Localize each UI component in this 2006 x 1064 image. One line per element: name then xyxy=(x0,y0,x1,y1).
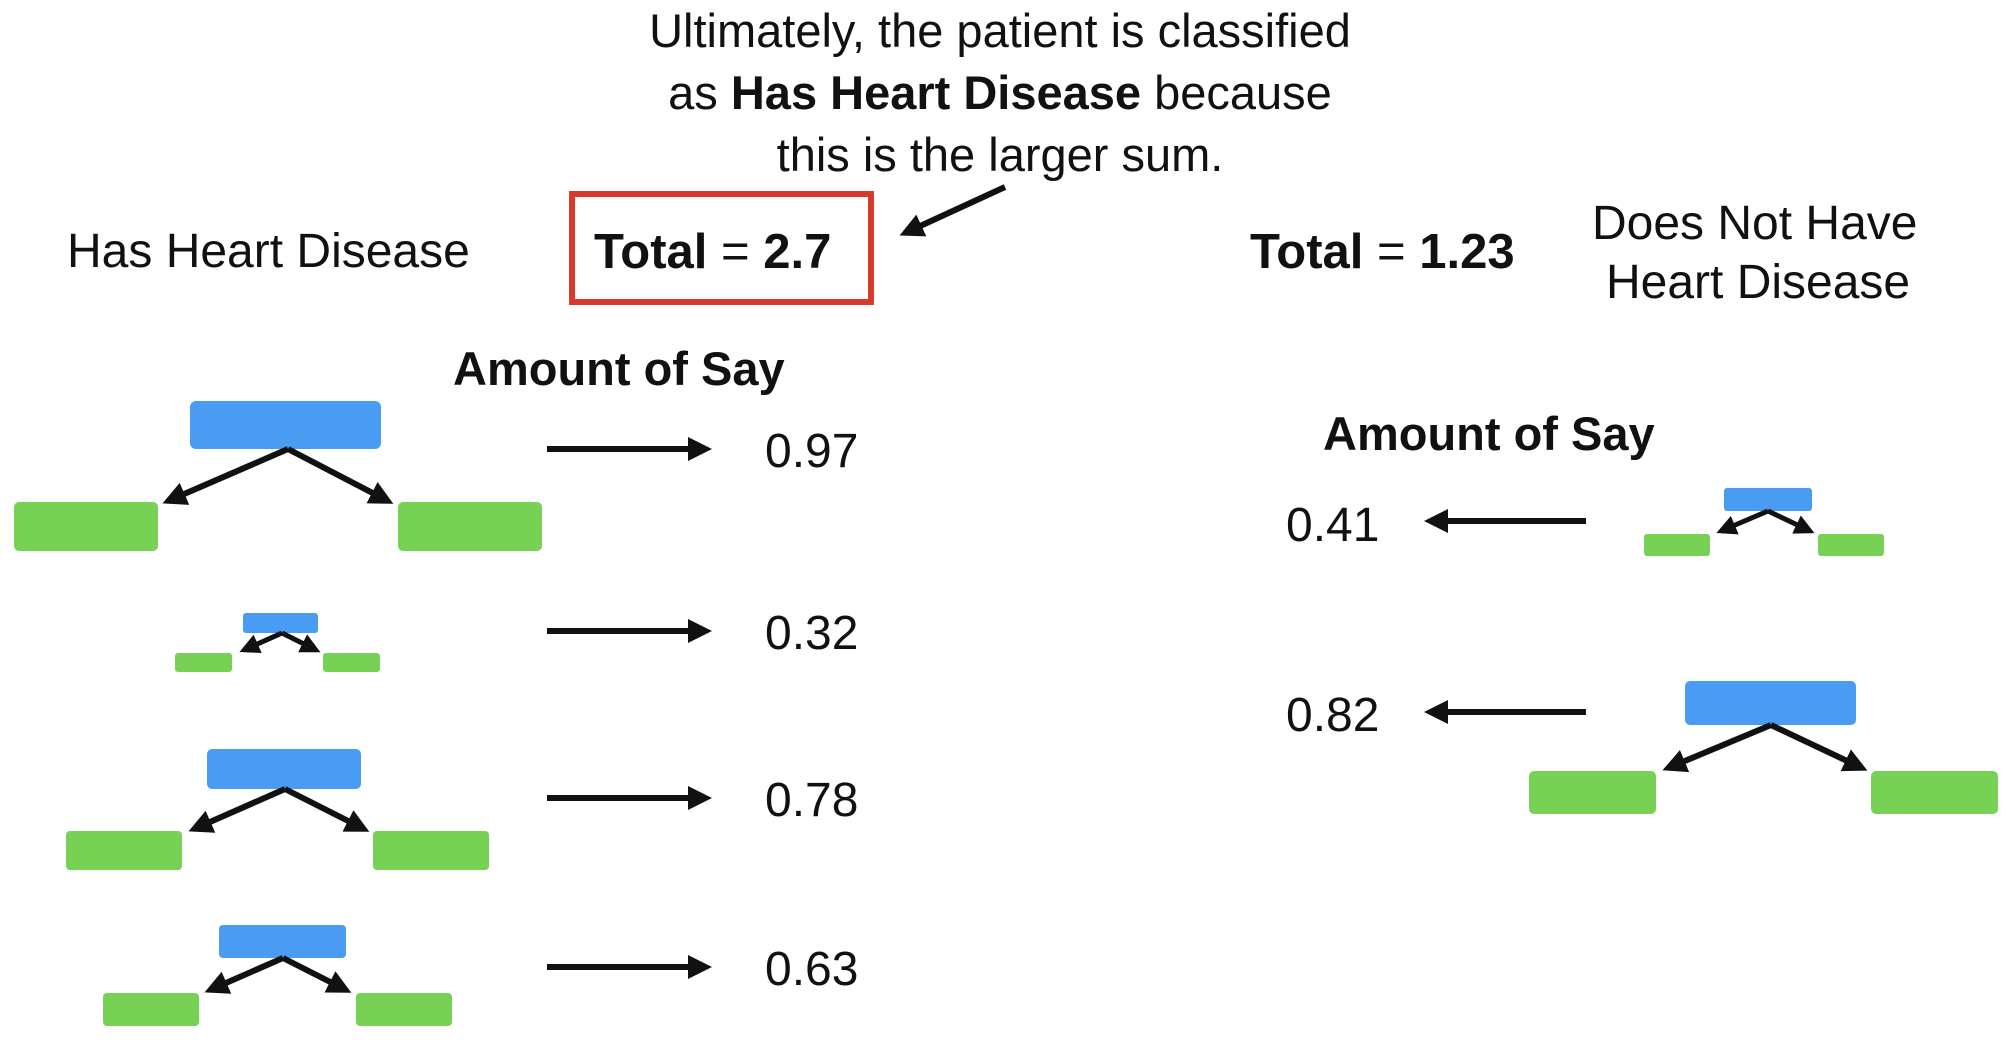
left-branch-arrow xyxy=(204,955,285,994)
left-branch-arrow xyxy=(239,630,284,654)
caption-line-2: as Has Heart Disease because xyxy=(668,66,1332,119)
root-node xyxy=(219,925,346,958)
right-branch-arrow xyxy=(286,446,394,504)
right-leaf-node xyxy=(398,502,542,551)
right-stump-2 xyxy=(1529,681,1998,814)
caption: Ultimately, the patient is classified as… xyxy=(500,0,1500,186)
right-branch-arrow xyxy=(1766,508,1815,534)
root-node xyxy=(1685,681,1856,725)
left-branch-arrow xyxy=(1662,722,1773,773)
right-class-label-line-1: Does Not Have xyxy=(1592,197,1918,250)
right-leaf-node xyxy=(323,653,380,672)
left-branch-arrow xyxy=(162,446,290,505)
right-leaf-node xyxy=(356,993,452,1026)
right-amount-heading: Amount of Say xyxy=(1323,407,1655,460)
left-leaf-node xyxy=(1529,771,1656,814)
right-leaf-node xyxy=(1818,534,1884,556)
right-stump-1 xyxy=(1644,488,1884,556)
right-class-label-line-2: Heart Disease xyxy=(1606,256,1911,309)
right-leaf-node xyxy=(1871,771,1998,814)
left-stump-2 xyxy=(175,613,380,672)
root-node xyxy=(190,401,381,449)
left-leaf-node xyxy=(14,502,158,551)
left-say-value-1: 0.97 xyxy=(765,425,859,478)
right-total: Total = 1.23 xyxy=(1250,225,1515,279)
right-total-value: 1.23 xyxy=(1419,225,1515,279)
left-leaf-node xyxy=(1644,534,1710,556)
left-say-value-3: 0.78 xyxy=(765,774,859,827)
right-say-value-1: 0.41 xyxy=(1286,499,1380,552)
pointer-arrow xyxy=(899,184,1007,237)
left-say-value-2: 0.32 xyxy=(765,607,859,660)
left-total: Total = 2.7 xyxy=(594,225,832,279)
right-branch-arrow xyxy=(1769,722,1868,772)
left-leaf-node xyxy=(66,831,182,870)
left-stump-4 xyxy=(103,925,452,1026)
caption-highlight: Has Heart Disease xyxy=(730,66,1142,119)
right-say-value-2: 0.82 xyxy=(1286,689,1380,742)
right-leaf-node xyxy=(373,831,489,870)
left-stump-3 xyxy=(66,749,489,870)
root-node xyxy=(1724,488,1812,511)
root-node xyxy=(243,613,318,633)
left-class-label: Has Heart Disease xyxy=(67,225,470,278)
right-branch-arrow xyxy=(283,786,370,832)
left-leaf-node xyxy=(103,993,199,1026)
root-node xyxy=(207,749,361,789)
right-branch-arrow xyxy=(280,630,321,653)
right-branch-arrow xyxy=(281,955,352,993)
left-branch-arrow xyxy=(188,786,287,833)
left-amount-heading: Amount of Say xyxy=(453,342,785,395)
left-leaf-node xyxy=(175,653,232,672)
left-stump-1 xyxy=(14,401,542,551)
left-say-value-4: 0.63 xyxy=(765,943,859,996)
winner-highlight-box xyxy=(569,191,874,305)
left-branch-arrow xyxy=(1716,508,1769,535)
caption-line-1: Ultimately, the patient is classified xyxy=(649,4,1351,57)
left-total-value: 2.7 xyxy=(763,225,832,279)
caption-line-3: this is the larger sum. xyxy=(776,128,1224,181)
